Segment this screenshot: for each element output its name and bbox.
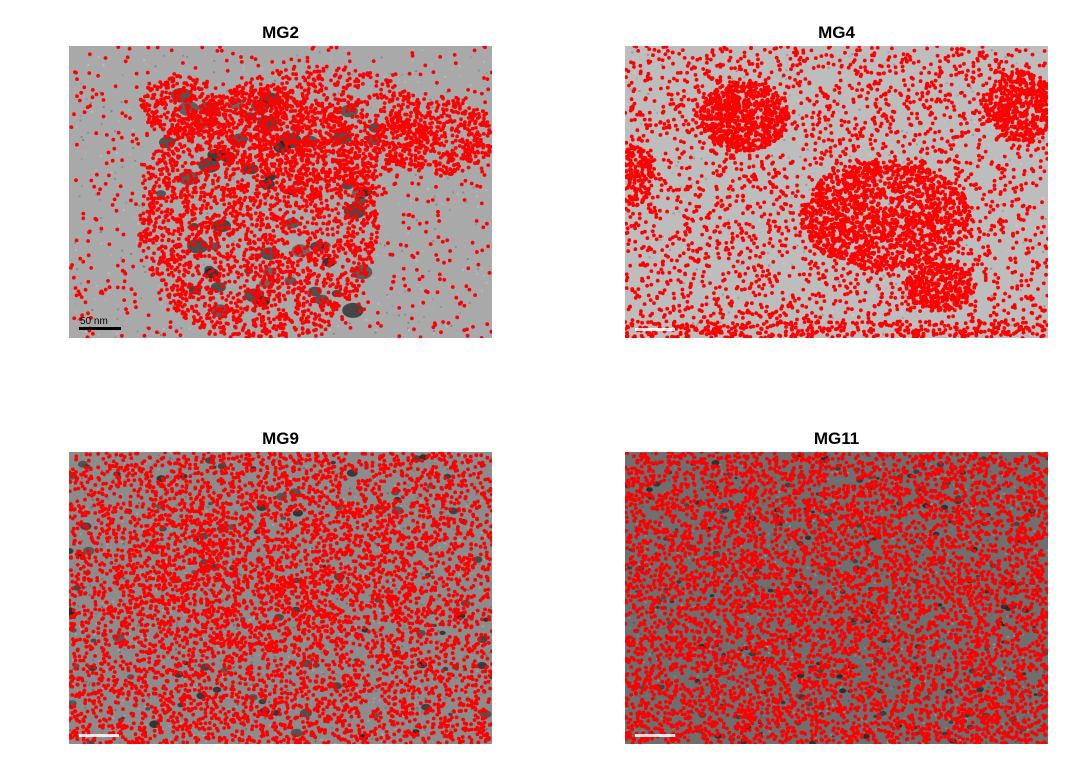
micrograph-image <box>625 46 1048 338</box>
detection-dots <box>625 452 1048 744</box>
scale-bar-label: 50 nm <box>80 316 108 327</box>
micrograph-image: 50 nm <box>69 46 492 338</box>
scale-bar: 50 nm <box>79 316 121 330</box>
scale-bar <box>79 734 119 737</box>
panel-title: MG2 <box>69 23 492 43</box>
detection-dots <box>625 46 1048 338</box>
panel-title: MG9 <box>69 429 492 449</box>
panel-title: MG11 <box>625 429 1048 449</box>
scale-bar <box>635 734 675 737</box>
detection-dots <box>69 452 492 744</box>
panel-title: MG4 <box>625 23 1048 43</box>
micrograph-image <box>625 452 1048 744</box>
scale-bar <box>635 328 675 331</box>
detection-dots <box>69 46 492 338</box>
micrograph-image <box>69 452 492 744</box>
